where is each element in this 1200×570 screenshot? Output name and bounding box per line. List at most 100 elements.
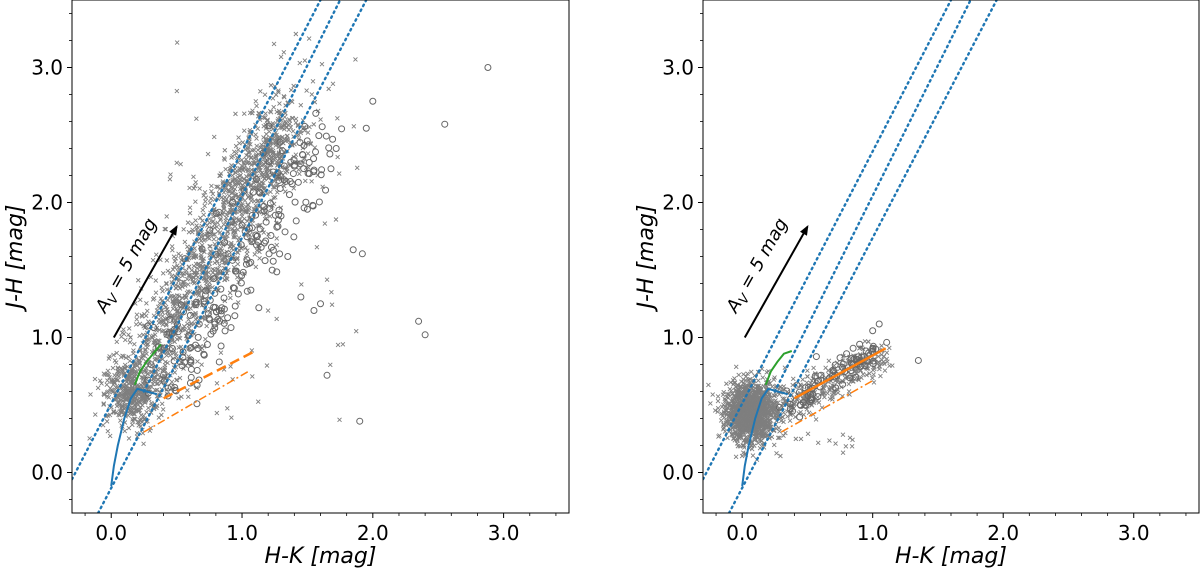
data-point: [167, 176, 173, 182]
data-point: [159, 285, 165, 290]
data-point: [306, 36, 312, 41]
data-point: [140, 353, 146, 358]
data-point: [871, 380, 877, 385]
data-point: [170, 247, 175, 253]
data-point: [226, 193, 232, 199]
data-point: [186, 264, 192, 270]
circle-point: [362, 124, 370, 132]
circle-point: [202, 287, 210, 295]
circle-point: [318, 166, 326, 174]
data-point: [139, 419, 145, 425]
data-point: [127, 339, 133, 345]
data-point: [840, 432, 846, 438]
data-point: [805, 431, 811, 437]
data-point: [281, 126, 287, 132]
data-point: [746, 428, 752, 433]
data-point: [132, 362, 138, 368]
data-point: [267, 214, 273, 219]
data-point: [243, 204, 249, 210]
data-point: [207, 283, 212, 289]
circle-point: [869, 357, 877, 365]
data-point: [143, 313, 149, 319]
data-point: [254, 136, 259, 141]
data-point: [193, 272, 199, 278]
data-point: [865, 339, 871, 344]
data-point: [768, 403, 774, 408]
data-point: [266, 152, 271, 157]
data-point: [233, 193, 239, 198]
circle-point: [220, 294, 228, 302]
data-point: [212, 232, 217, 237]
data-point: [168, 349, 174, 355]
data-point: [201, 212, 207, 218]
data-point: [228, 205, 234, 210]
x-tick-label: 3.0: [1118, 521, 1150, 545]
data-point: [247, 129, 252, 135]
data-point: [95, 385, 101, 391]
data-point: [132, 374, 137, 380]
data-point: [199, 362, 204, 368]
data-point: [860, 371, 866, 377]
y-tick-label: 1.0: [662, 326, 694, 350]
data-point: [185, 282, 191, 287]
circle-point: [301, 122, 309, 130]
circle-point: [255, 304, 263, 312]
data-point: [234, 216, 239, 221]
circle-point: [163, 330, 171, 338]
data-point: [878, 373, 883, 379]
data-point: [193, 253, 199, 259]
circle-point: [252, 175, 260, 183]
data-point: [193, 310, 198, 316]
data-point: [174, 377, 179, 383]
data-point: [238, 172, 243, 178]
circle-point: [267, 232, 275, 240]
data-point: [223, 166, 228, 172]
data-point: [773, 392, 779, 398]
data-point: [170, 356, 176, 362]
data-point: [154, 387, 160, 393]
data-point: [253, 98, 259, 104]
data-point: [158, 296, 164, 302]
data-point: [752, 397, 757, 402]
data-point: [209, 183, 214, 189]
circle-point: [266, 204, 274, 212]
data-point: [740, 413, 745, 419]
data-point: [833, 441, 838, 446]
data-point: [271, 104, 277, 110]
data-point: [829, 392, 835, 398]
data-point: [301, 159, 306, 165]
data-point: [171, 264, 177, 270]
data-point: [767, 423, 772, 428]
data-point: [113, 410, 119, 416]
circle-point: [201, 291, 209, 299]
data-point: [248, 162, 254, 168]
data-point: [148, 370, 154, 375]
data-point: [716, 434, 721, 439]
data-point: [232, 186, 238, 192]
data-point: [245, 218, 250, 224]
data-point: [121, 327, 126, 332]
data-point: [193, 312, 199, 318]
dwarf-locus: [741, 387, 789, 487]
circle-point: [302, 198, 310, 206]
data-point: [273, 156, 278, 161]
data-point: [191, 186, 197, 191]
data-point: [736, 399, 742, 405]
data-point: [155, 381, 161, 386]
data-point: [135, 277, 141, 283]
data-point: [101, 401, 107, 406]
data-point: [715, 409, 720, 415]
data-point: [298, 128, 304, 134]
data-point: [126, 388, 132, 394]
data-point: [879, 357, 885, 363]
data-point: [143, 347, 148, 352]
data-point: [252, 155, 257, 161]
data-point: [111, 408, 116, 414]
data-point: [249, 374, 255, 379]
circle-point: [220, 268, 228, 276]
circle-point: [796, 413, 804, 421]
data-point: [889, 363, 895, 368]
circle-point: [269, 257, 277, 265]
data-point: [218, 225, 224, 230]
circle-point: [839, 363, 847, 371]
